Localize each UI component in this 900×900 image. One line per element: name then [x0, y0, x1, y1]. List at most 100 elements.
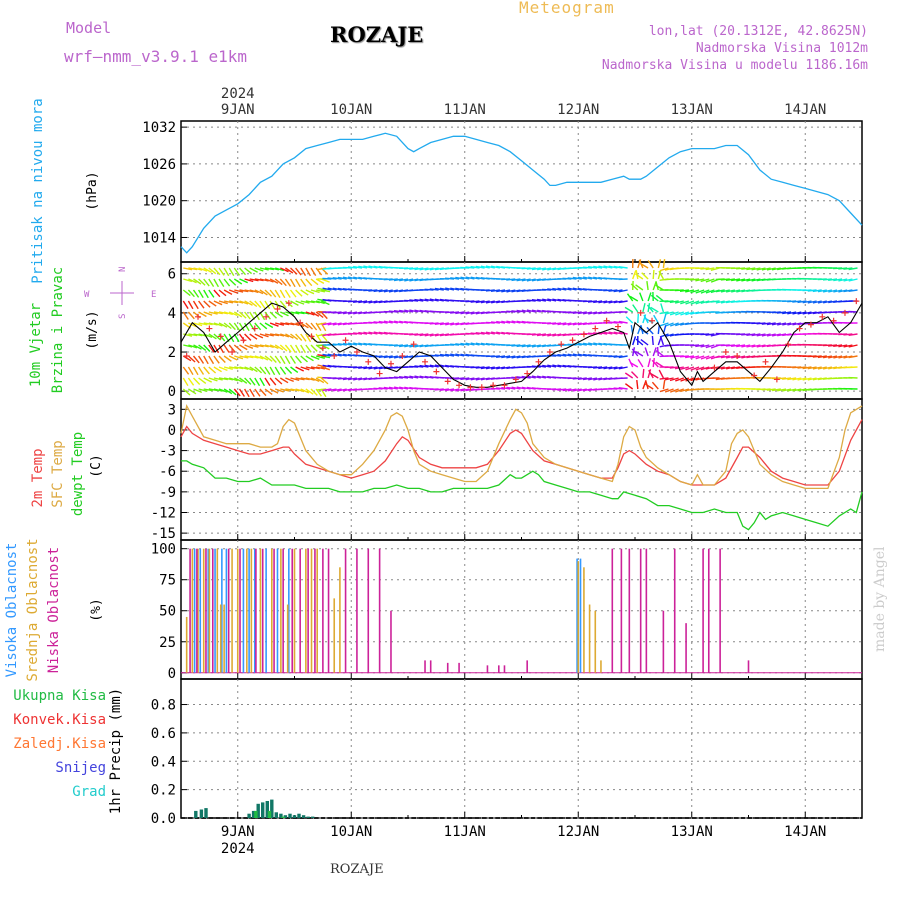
wind-arrow — [547, 322, 557, 325]
wind-arrow — [572, 388, 582, 392]
wind-arrow — [259, 388, 267, 397]
wind-arrow — [393, 344, 403, 347]
wind-arrow — [414, 309, 424, 313]
wind-arrow — [198, 377, 207, 384]
wind-arrow — [720, 366, 730, 370]
wind-arrow — [822, 278, 832, 281]
wind-arrow — [812, 289, 822, 293]
wind-arrow — [233, 388, 241, 397]
station-title: ROZAJE — [330, 22, 424, 47]
wind-arrow — [404, 278, 414, 282]
precip-bar — [292, 815, 297, 818]
wind-arrow — [409, 375, 419, 379]
wind-arrow — [690, 300, 700, 305]
wind-arrow — [388, 386, 398, 390]
wind-arrow — [684, 278, 695, 281]
wind-arrow — [327, 277, 337, 280]
wind-arrow — [777, 322, 787, 326]
wind-arrow — [659, 322, 669, 327]
wind-arrow — [264, 289, 272, 297]
wind-arrow — [429, 298, 439, 302]
wind-arrow — [843, 278, 853, 282]
wind-arrow — [254, 355, 264, 360]
wind-arrow — [470, 265, 480, 269]
wind-arrow — [315, 388, 322, 397]
wind-arrow — [398, 309, 409, 313]
wind-arrow — [404, 344, 414, 348]
wind-arrow — [465, 266, 475, 269]
wind-arrow — [475, 265, 485, 269]
wind-arrow — [465, 342, 475, 346]
wind-arrow — [332, 343, 342, 346]
wind-arrow — [439, 287, 450, 291]
wind-gust-marker — [512, 376, 519, 383]
wind-arrow — [388, 355, 398, 359]
wind-arrow — [613, 366, 623, 370]
wind-arrow — [690, 344, 700, 347]
wind-arrow — [511, 386, 521, 390]
wind-arrow — [183, 333, 193, 337]
wind-arrow — [587, 300, 598, 303]
wind-arrow — [218, 278, 225, 287]
wind-arrow — [685, 311, 695, 316]
wind-arrow — [300, 267, 307, 276]
wind-arrow — [393, 320, 404, 324]
wind-arrow — [320, 311, 328, 320]
wind-gust-marker — [569, 337, 576, 344]
wind-arrow — [310, 289, 320, 294]
wind-arrow — [547, 267, 557, 271]
wind-arrow — [183, 267, 193, 271]
x-tick-label-bottom: 9JAN — [221, 824, 255, 840]
wind-arrow — [274, 289, 281, 298]
wind-arrow — [695, 289, 705, 294]
wind-arrow — [725, 278, 736, 281]
wind-arrow — [264, 344, 274, 348]
wind-arrow — [198, 388, 208, 392]
wind-arrow — [822, 355, 833, 359]
wind-arrow — [434, 333, 444, 337]
wind-arrow — [193, 322, 203, 327]
wind-arrow — [332, 322, 342, 326]
panel-frame-pressure — [180, 120, 863, 263]
wind-arrow — [552, 322, 562, 325]
wind-arrow — [187, 355, 196, 363]
wind-arrow — [353, 377, 363, 381]
wind-arrow — [254, 388, 261, 397]
wind-arrow — [817, 366, 827, 370]
wind-arrow — [782, 377, 792, 380]
wind-arrow — [280, 267, 289, 273]
wind-arrow — [603, 300, 613, 304]
wind-arrow — [193, 388, 203, 394]
wind-arrow — [465, 276, 475, 280]
wind-arrow — [700, 333, 710, 336]
wind-arrow — [208, 322, 218, 326]
wind-arrow — [198, 322, 208, 326]
wind-arrow — [720, 289, 730, 293]
wind-arrow — [552, 333, 562, 337]
product-title: Meteogram — [519, 0, 615, 17]
wind-arrow — [646, 304, 654, 313]
wind-arrow — [290, 267, 298, 275]
wind-arrow — [746, 267, 756, 271]
wind-arrow — [490, 331, 501, 335]
wind-arrow — [751, 278, 761, 282]
wind-arrow — [664, 322, 674, 327]
wind-gust-marker — [773, 376, 780, 383]
wind-arrow — [383, 386, 393, 390]
wind-arrow — [516, 376, 526, 379]
wind-arrow — [239, 278, 248, 284]
wind-arrow — [506, 289, 516, 293]
wind-arrow — [393, 278, 404, 282]
wind-arrow — [848, 278, 858, 282]
wind-arrow — [455, 287, 465, 291]
wind-arrow — [695, 300, 705, 305]
wind-arrow — [618, 266, 628, 269]
wind-arrow — [285, 388, 295, 392]
wind-arrow — [188, 333, 198, 337]
wind-arrow — [848, 355, 858, 359]
wind-arrow — [807, 377, 817, 381]
wind-arrow — [475, 300, 485, 304]
wind-gust-marker — [734, 352, 741, 359]
wind-arrow — [450, 287, 460, 291]
